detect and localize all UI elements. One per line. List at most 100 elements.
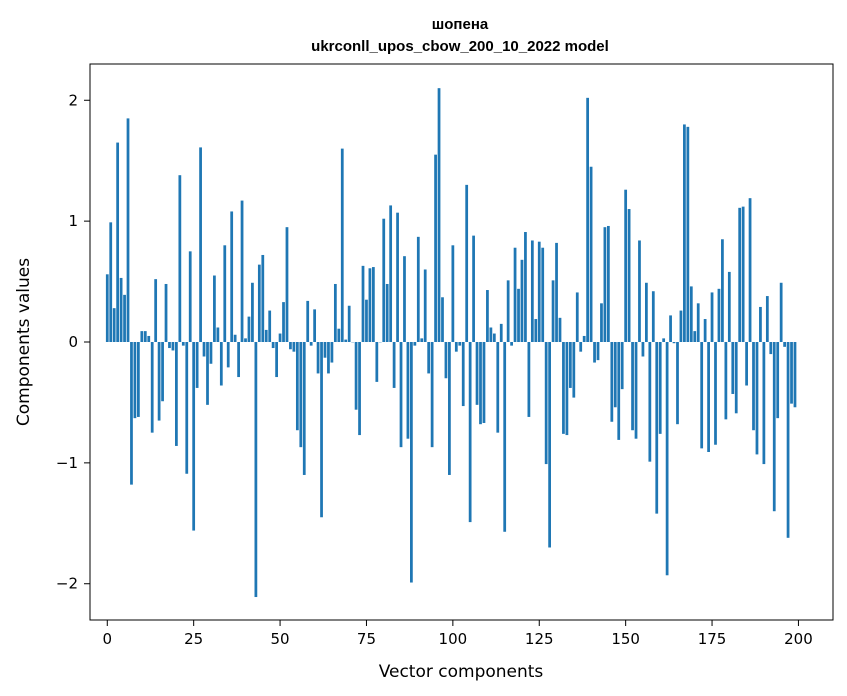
bar [458,342,462,346]
bar [330,342,334,363]
bars-group [105,88,797,598]
bar [368,268,372,342]
bar [430,342,434,448]
bar [416,236,420,342]
bar [282,302,285,342]
bar [289,342,292,350]
bar [551,280,555,342]
bar [631,342,634,431]
bar [109,222,113,342]
bar [389,205,393,342]
bar [648,342,652,462]
bar [624,189,628,342]
bar [752,342,755,431]
bar [247,316,251,342]
bar [527,342,531,417]
bar [454,342,458,352]
x-tick-label: 150 [611,630,640,648]
bar [465,184,469,342]
bar [423,269,427,342]
x-tick-label: 175 [698,630,727,648]
bar [707,342,710,452]
bar [285,227,289,342]
bar [717,288,721,342]
bar [275,342,278,378]
bar [133,342,137,419]
bar [161,342,164,402]
bar [344,339,348,342]
bar [178,175,182,342]
bar [693,331,697,342]
bar [157,342,161,421]
x-tick-label: 200 [784,630,813,648]
bar [589,166,593,342]
bar [651,291,655,342]
bar [337,328,341,342]
bar [575,292,579,342]
bar [188,251,192,342]
bar [292,342,296,352]
bar [340,148,344,342]
bar [302,342,306,475]
bar [562,342,565,434]
bar [479,342,482,425]
bar [645,282,648,342]
bar [568,342,572,388]
bar [772,342,776,512]
chart-title: шопена [432,16,489,33]
bar [627,209,631,342]
bar [793,342,797,408]
bar [150,342,154,433]
bar [524,232,527,342]
bar [448,342,451,475]
bar [420,338,424,342]
bar [164,283,168,342]
bar [620,342,624,390]
bar [724,342,728,420]
bar [192,342,196,531]
bar [665,342,669,576]
y-tick-label: −2 [56,575,78,593]
bar [537,241,541,342]
bar [745,342,748,386]
bar [786,342,790,538]
bar [613,342,617,408]
bar [385,283,389,342]
bar [710,292,714,342]
bar [700,342,704,449]
bar [361,265,365,342]
bar [209,342,213,364]
bar [213,275,216,342]
bar [382,218,386,342]
chart-subtitle: ukrconll_upos_cbow_200_10_2022 model [311,38,609,55]
x-axis-label: Vector components [379,662,544,682]
bar [154,279,158,342]
bar [278,333,282,342]
bar [219,342,223,386]
bar [565,342,569,436]
bar [696,303,700,342]
bar [472,235,475,342]
bar [323,342,327,358]
bar [534,319,538,342]
x-tick-label: 25 [184,630,203,648]
bar [320,342,323,518]
bar [147,335,151,342]
x-tick-label: 100 [439,630,468,648]
x-tick-label: 75 [357,630,376,648]
bar [295,342,299,431]
bar [579,342,583,352]
bar [555,242,558,342]
bar [689,286,693,342]
bar [600,303,603,342]
bar [333,283,337,342]
bar [230,211,234,342]
bar [437,88,441,342]
y-tick-label: 0 [68,333,78,351]
bar [244,338,247,342]
bar [199,147,202,342]
bar [461,342,465,407]
bar [658,342,662,434]
bar [544,342,548,465]
